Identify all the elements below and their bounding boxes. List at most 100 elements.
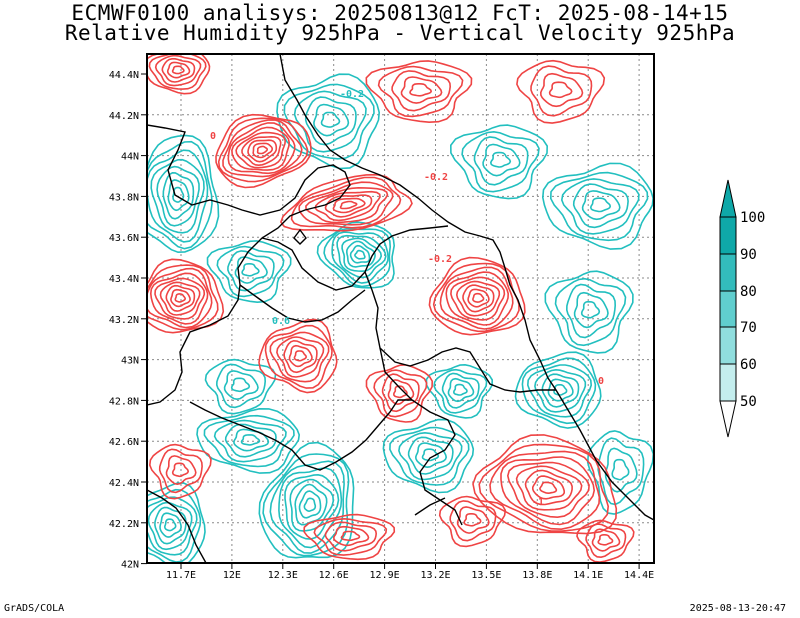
velocity-contour <box>428 256 526 336</box>
humidity-contour <box>549 171 649 242</box>
lat-tick-label: 43.8N <box>109 192 139 203</box>
velocity-contour <box>516 59 606 124</box>
humidity-contour <box>482 143 521 177</box>
lon-tick-label: 12.9E <box>370 570 400 581</box>
colorbar-label: 80 <box>740 284 757 300</box>
velocity-contour <box>597 534 614 546</box>
colorbar-label: 50 <box>740 394 757 410</box>
lat-tick-label: 44N <box>121 152 139 163</box>
velocity-contour <box>392 385 408 399</box>
velocity-contour <box>463 513 482 527</box>
velocity-contour <box>324 194 373 218</box>
contour-label: -0.2 <box>428 254 452 265</box>
humidity-contour <box>407 436 454 475</box>
velocity-contour <box>171 462 190 478</box>
lat-tick-label: 43.4N <box>109 274 139 285</box>
humidity-contour <box>389 426 470 486</box>
velocity-contour <box>456 506 490 534</box>
humidity-contour <box>269 460 345 554</box>
humidity-contour <box>156 165 200 227</box>
velocity-contour <box>515 465 583 511</box>
humidity-contour <box>414 442 448 469</box>
humidity-contour <box>241 263 260 277</box>
humidity-contour <box>313 103 350 137</box>
lat-tick-label: 43.6N <box>109 233 139 244</box>
velocity-contour <box>449 500 497 542</box>
velocity-contour <box>303 513 396 561</box>
velocity-contour <box>231 126 291 171</box>
humidity-contour <box>147 501 193 551</box>
humidity-contour <box>224 423 277 458</box>
humidity-contour <box>154 506 187 545</box>
velocity-contour <box>241 135 282 167</box>
velocity-contour <box>339 200 358 210</box>
velocity-contour <box>314 190 381 222</box>
humidity-contour <box>172 186 185 203</box>
coastline-borders <box>147 54 654 563</box>
velocity-contour <box>283 339 318 374</box>
velocity-contour <box>258 318 338 394</box>
colorbar: 100 90 80 70 60 50 <box>719 179 765 438</box>
lon-tick-label: 13.8E <box>522 570 552 581</box>
velocity-contour <box>148 443 212 500</box>
lon-tick-label: 12.3E <box>268 570 298 581</box>
velocity-contour <box>506 461 590 519</box>
humidity-contour <box>345 240 376 268</box>
humidity-contour <box>159 512 182 538</box>
velocity-contour <box>170 288 191 308</box>
velocity-contour <box>539 481 558 495</box>
humidity-contour <box>521 357 597 425</box>
velocity-contour <box>438 495 507 548</box>
velocity-contour <box>264 324 333 389</box>
velocity-contour <box>256 145 269 155</box>
velocity-contour <box>147 54 211 95</box>
humidity-contour <box>541 162 654 250</box>
plot-area: 0 -0.2 -0.2 -0.2 0.6 0 -1 <box>147 54 654 563</box>
velocity-contour <box>252 142 274 159</box>
humidity-contour <box>227 250 275 292</box>
humidity-contour <box>262 453 350 557</box>
contour-label: 0 <box>210 131 216 142</box>
footer-credit: GrADS/COLA <box>4 603 65 614</box>
humidity-contour <box>163 518 177 532</box>
humidity-contour <box>589 197 612 213</box>
velocity-contour <box>313 517 388 556</box>
velocity-contour <box>158 448 203 494</box>
velocity-contour <box>576 519 635 563</box>
velocity-contour <box>439 266 514 330</box>
velocity-contour <box>340 530 361 542</box>
humidity-contour <box>354 249 366 260</box>
velocity-contour <box>165 455 197 486</box>
velocity-contour <box>235 131 287 169</box>
humidity-contour <box>147 496 198 556</box>
humidity-contour <box>572 183 629 229</box>
humidity-contour <box>398 431 463 481</box>
velocity-contour <box>332 525 370 547</box>
lon-tick-label: 14.4E <box>624 570 654 581</box>
humidity-contour <box>304 96 357 146</box>
velocity-contour <box>276 336 325 378</box>
humidity-contour <box>147 134 220 254</box>
velocity-contour <box>478 443 610 532</box>
humidity-contour <box>425 363 494 419</box>
humidity-contour <box>565 283 617 339</box>
humidity-contour <box>284 473 340 540</box>
lon-tick-label: 12E <box>223 570 241 581</box>
humidity-contour <box>213 419 287 463</box>
colorbar-label: 60 <box>740 357 757 373</box>
humidity-contour <box>433 368 488 414</box>
velocity-contour <box>324 521 378 552</box>
humidity-contour <box>514 351 602 429</box>
humidity-contour <box>489 151 512 168</box>
velocity-contour <box>472 292 485 303</box>
velocity-contour <box>530 65 593 117</box>
humidity-contour <box>303 497 317 513</box>
velocity-contour <box>409 83 433 97</box>
humidity-contour <box>215 363 267 409</box>
lat-tick-label: 42.6N <box>109 437 139 448</box>
velocity-contour <box>269 331 330 383</box>
velocity-contour <box>450 276 506 321</box>
humidity-contour <box>526 364 593 418</box>
humidity-contour <box>203 414 295 468</box>
